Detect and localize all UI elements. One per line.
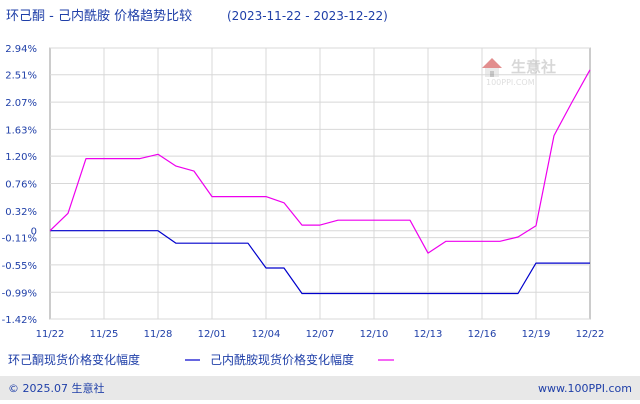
y-tick-label: 1.63%: [5, 125, 37, 136]
y-tick-label: -0.99%: [2, 288, 37, 299]
chart-title: 环己酮 - 己内酰胺 价格趋势比较: [6, 8, 192, 24]
x-tick-label: 12/10: [360, 329, 389, 340]
legend-label-series-a: 环己酮现货价格变化幅度: [8, 352, 140, 367]
chart-date-range: (2023-11-22 - 2023-12-22): [227, 9, 388, 23]
x-tick-label: 11/22: [36, 329, 65, 340]
footer-band: [0, 376, 640, 400]
series-line-caprolactam: [49, 69, 591, 254]
house-icon: [482, 58, 502, 77]
x-tick-label: 12/13: [414, 329, 443, 340]
legend-label-series-b: 己内酰胺现货价格变化幅度: [210, 352, 354, 367]
y-tick-label: 0.32%: [5, 207, 37, 218]
watermark-name: 生意社: [511, 58, 556, 76]
legend: 环己酮现货价格变化幅度 己内酰胺现货价格变化幅度: [8, 352, 394, 367]
x-tick-label: 12/01: [198, 329, 227, 340]
x-tick-label: 12/04: [252, 329, 281, 340]
y-tick-label: -0.55%: [2, 261, 37, 272]
series-layer: [49, 69, 591, 295]
x-tick-label: 12/19: [522, 329, 551, 340]
x-tick-label: 12/22: [576, 329, 605, 340]
x-tick-label: 11/25: [90, 329, 119, 340]
watermark-url: 100PPI.COM: [486, 78, 535, 87]
y-tick-label: 1.20%: [5, 152, 37, 163]
x-tick-label: 12/16: [468, 329, 497, 340]
y-tick-label: 0: [31, 227, 37, 238]
watermark-logo: 生意社 100PPI.COM: [482, 58, 556, 87]
y-tick-label: 2.07%: [5, 98, 37, 109]
y-tick-label: -0.11%: [2, 234, 37, 245]
footer-copyright: © 2025.07 生意社: [8, 381, 104, 395]
axis-labels: 2.94% 2.51% 2.07% 1.63% 1.20% 0.76% 0.32% 0-0.1…: [2, 44, 605, 340]
y-tick-label: 0.76%: [5, 180, 37, 191]
series-line-cyclohexanone: [50, 230, 590, 295]
y-tick-label: -1.42%: [2, 315, 37, 326]
grid-layer: [50, 47, 590, 320]
x-tick-label: 11/28: [144, 329, 173, 340]
footer-site-link[interactable]: www.100PPI.com: [538, 382, 632, 395]
x-tick-label: 12/07: [306, 329, 335, 340]
y-tick-label: 2.51%: [5, 71, 37, 82]
y-tick-label: 2.94%: [5, 44, 37, 55]
